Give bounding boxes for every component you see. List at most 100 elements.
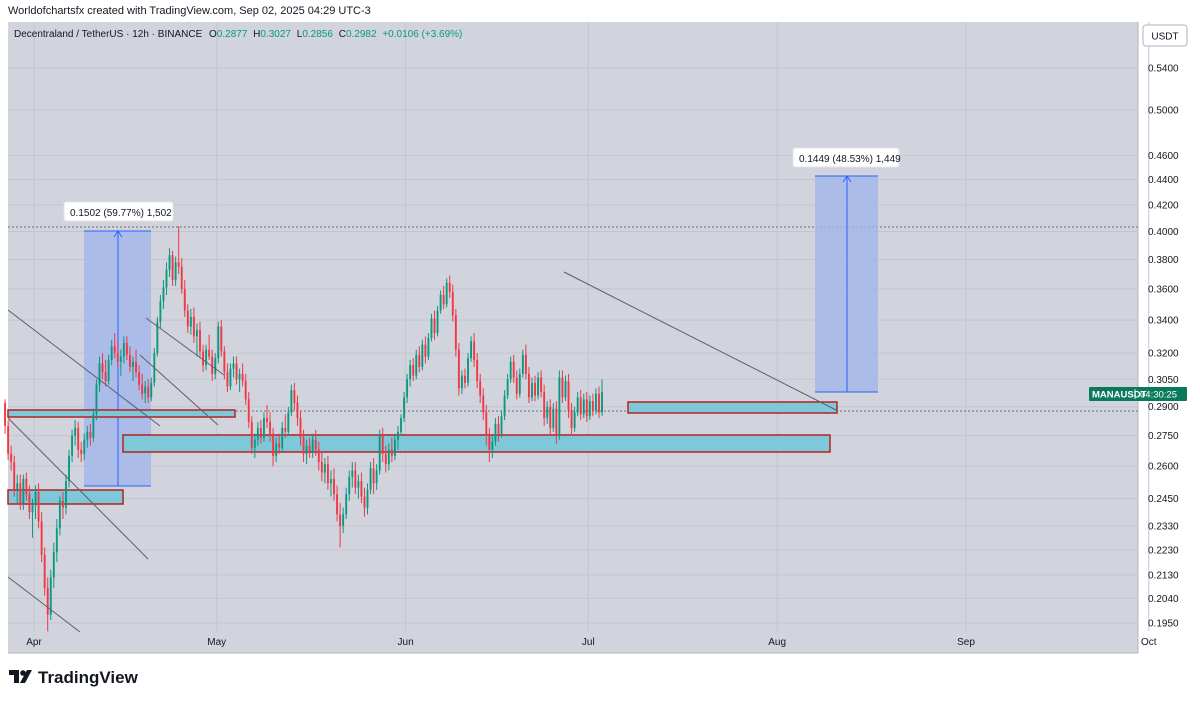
candle <box>397 425 399 450</box>
candle <box>594 388 597 415</box>
candle <box>10 445 13 471</box>
candle <box>500 410 503 438</box>
candle <box>576 391 579 417</box>
time-axis[interactable] <box>8 631 1138 653</box>
candle-body <box>445 282 448 305</box>
candle <box>128 346 131 373</box>
candle-body <box>147 386 150 398</box>
candle-body <box>244 381 247 400</box>
candle <box>238 368 241 392</box>
candle <box>445 278 448 308</box>
candle-body <box>546 406 549 419</box>
candle <box>61 491 64 520</box>
trendline-2[interactable] <box>7 417 149 560</box>
candle <box>342 507 345 534</box>
candle <box>165 262 168 296</box>
candle <box>470 336 473 362</box>
candle <box>345 487 348 520</box>
plot-background <box>8 22 1138 653</box>
candle-body <box>375 470 378 484</box>
candle-body <box>58 500 61 529</box>
candle-body <box>421 344 424 367</box>
candle-body <box>464 375 466 383</box>
candle <box>28 485 31 520</box>
candle-body <box>317 449 320 463</box>
zone-main-support[interactable] <box>122 434 831 453</box>
candle <box>360 472 363 504</box>
candle <box>460 370 463 394</box>
candle <box>464 368 466 389</box>
candle <box>183 279 186 317</box>
trendline-3[interactable] <box>7 576 81 633</box>
price-tag[interactable]: MANAUSDT 04:30:25 <box>1089 387 1187 401</box>
candle-body <box>427 337 430 357</box>
candle <box>314 429 317 456</box>
trendline-1[interactable] <box>7 309 161 427</box>
candle <box>4 399 7 434</box>
candle-body <box>144 386 147 394</box>
candle-body <box>150 382 153 398</box>
candle-body <box>119 356 122 362</box>
zone-right-box[interactable] <box>627 401 838 414</box>
candle <box>311 433 314 458</box>
candle <box>232 356 235 378</box>
candle <box>150 377 153 402</box>
candle <box>473 333 476 367</box>
candle-body <box>287 412 290 432</box>
candle-body <box>579 397 582 415</box>
candle <box>65 474 67 515</box>
chart-svg[interactable]: 0.5400 0.5000 0.4600 0.4400 0.4200 0.4000 0.38… <box>0 22 1200 658</box>
candle-body <box>159 301 162 322</box>
candle <box>43 547 46 596</box>
candle <box>226 363 229 392</box>
candle <box>68 449 70 488</box>
candle-body <box>308 445 311 452</box>
legend-symbol: Decentraland / TetherUS · 12h · BINANCE <box>14 29 203 40</box>
x-tick-label: Jul <box>582 637 595 648</box>
candle-body <box>241 373 244 382</box>
candle <box>40 512 43 563</box>
currency-button[interactable]: USDT <box>1142 24 1188 47</box>
candle <box>527 366 530 404</box>
candle <box>518 368 521 398</box>
candle-body <box>534 382 536 396</box>
candle <box>259 420 262 444</box>
tradingview-logo[interactable]: TradingView <box>0 660 220 700</box>
candle-body <box>384 453 387 465</box>
zone-upper-left[interactable] <box>7 409 236 418</box>
candle <box>424 336 427 364</box>
candle <box>214 353 217 380</box>
candle <box>442 285 445 309</box>
price-axis[interactable] <box>1138 22 1200 653</box>
trendline-5[interactable] <box>139 354 219 426</box>
candle-body <box>122 342 125 357</box>
candle-body <box>588 401 591 417</box>
candle <box>354 462 357 495</box>
candle-body <box>256 427 259 440</box>
candle-body <box>448 282 451 292</box>
candle <box>293 382 296 411</box>
candle-body <box>113 346 116 354</box>
price-tag-ticker: MANAUSDT <box>1092 390 1147 401</box>
candle-body <box>561 377 564 398</box>
candle <box>555 401 558 444</box>
candle-body <box>13 462 16 490</box>
candle <box>378 429 381 475</box>
measure-arrowhead-left <box>113 230 123 238</box>
y-tick-label: 0.4000 <box>1148 227 1179 238</box>
candle-body <box>220 326 223 352</box>
candle-body <box>192 316 195 337</box>
candle <box>406 373 409 404</box>
candle <box>156 316 159 357</box>
candle-body <box>305 445 308 454</box>
chart-frame[interactable]: 0.5400 0.5000 0.4600 0.4400 0.4200 0.4000 0.38… <box>0 22 1200 658</box>
candle-body <box>415 354 418 376</box>
candle-body <box>567 381 570 411</box>
candle-body <box>141 384 144 394</box>
candle-body <box>110 346 113 360</box>
candle-body <box>250 421 253 448</box>
candle <box>537 372 540 400</box>
trendline-4[interactable] <box>145 317 225 376</box>
candle <box>439 290 442 314</box>
trendline-6[interactable] <box>563 271 839 412</box>
